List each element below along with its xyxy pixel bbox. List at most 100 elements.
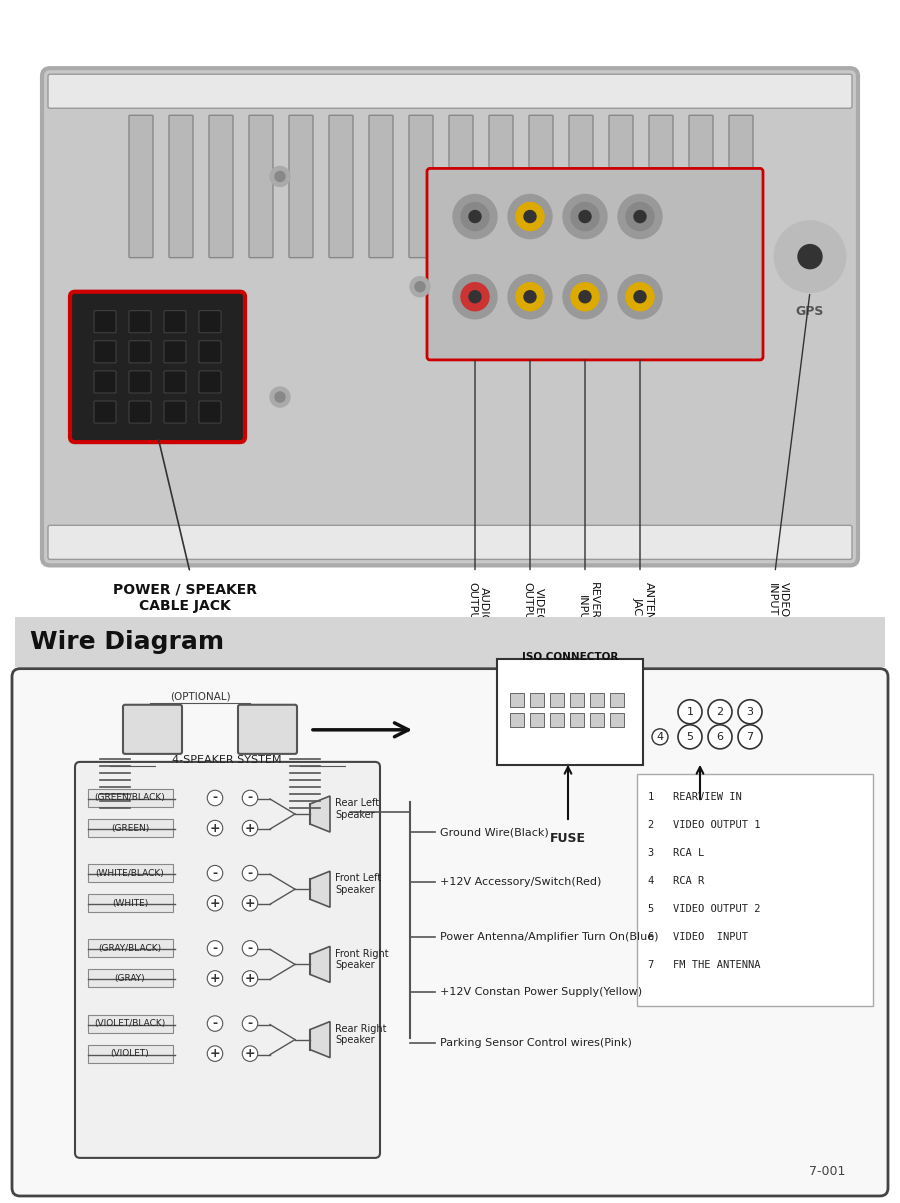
Text: 3   RCA L: 3 RCA L <box>648 848 704 858</box>
FancyBboxPatch shape <box>610 693 624 706</box>
FancyBboxPatch shape <box>199 310 221 333</box>
Text: 4: 4 <box>656 731 663 742</box>
FancyBboxPatch shape <box>249 115 273 257</box>
Text: 5   VIDEO OUTPUT 2: 5 VIDEO OUTPUT 2 <box>648 905 760 914</box>
Circle shape <box>453 195 497 238</box>
FancyBboxPatch shape <box>510 712 524 727</box>
Text: AUDIO
OUTPUT: AUDIO OUTPUT <box>467 582 489 628</box>
Text: (WHITE/BLACK): (WHITE/BLACK) <box>95 869 165 878</box>
Circle shape <box>634 291 646 303</box>
Text: +: + <box>210 896 220 909</box>
FancyBboxPatch shape <box>164 371 186 393</box>
Text: VIDEO
OUTPUT: VIDEO OUTPUT <box>522 582 544 628</box>
Text: +: + <box>245 972 256 985</box>
Circle shape <box>275 392 285 402</box>
FancyBboxPatch shape <box>199 371 221 393</box>
FancyBboxPatch shape <box>369 115 393 257</box>
Text: Power Antenna/Amplifier Turn On(Blue): Power Antenna/Amplifier Turn On(Blue) <box>440 932 659 942</box>
Text: 7: 7 <box>746 731 753 742</box>
Text: (OPTIONAL): (OPTIONAL) <box>170 692 230 701</box>
Circle shape <box>508 274 552 319</box>
Polygon shape <box>310 796 330 832</box>
FancyBboxPatch shape <box>88 789 173 807</box>
Circle shape <box>618 274 662 319</box>
Text: (GRAY): (GRAY) <box>114 974 145 983</box>
Circle shape <box>579 291 591 303</box>
FancyBboxPatch shape <box>530 693 544 706</box>
Text: +: + <box>245 896 256 909</box>
FancyBboxPatch shape <box>530 712 544 727</box>
Text: +: + <box>245 1047 256 1060</box>
FancyBboxPatch shape <box>123 705 182 754</box>
FancyBboxPatch shape <box>649 115 673 257</box>
Circle shape <box>708 700 732 724</box>
Text: -: - <box>212 792 218 805</box>
Circle shape <box>738 724 762 748</box>
FancyBboxPatch shape <box>88 894 173 912</box>
FancyBboxPatch shape <box>75 761 380 1157</box>
Circle shape <box>516 283 544 310</box>
FancyBboxPatch shape <box>609 115 633 257</box>
Text: Parking Sensor Control wires(Pink): Parking Sensor Control wires(Pink) <box>440 1038 632 1048</box>
Text: +12V Accessory/Switch(Red): +12V Accessory/Switch(Red) <box>440 877 601 887</box>
Circle shape <box>579 211 591 223</box>
FancyBboxPatch shape <box>209 115 233 257</box>
FancyBboxPatch shape <box>88 970 173 988</box>
FancyBboxPatch shape <box>590 712 604 727</box>
FancyBboxPatch shape <box>12 669 888 1196</box>
Text: Front Right
Speaker: Front Right Speaker <box>335 949 389 970</box>
Text: 1: 1 <box>687 707 694 717</box>
Text: -: - <box>248 792 253 805</box>
FancyBboxPatch shape <box>94 401 116 423</box>
FancyBboxPatch shape <box>570 693 584 706</box>
Text: Rear Right
Speaker: Rear Right Speaker <box>335 1024 386 1045</box>
FancyBboxPatch shape <box>88 940 173 958</box>
Circle shape <box>626 202 654 231</box>
Circle shape <box>508 195 552 238</box>
FancyBboxPatch shape <box>129 401 151 423</box>
Text: 5: 5 <box>687 731 694 742</box>
FancyBboxPatch shape <box>164 310 186 333</box>
FancyBboxPatch shape <box>48 75 852 108</box>
Polygon shape <box>310 1021 330 1057</box>
FancyBboxPatch shape <box>570 712 584 727</box>
Polygon shape <box>310 871 330 907</box>
FancyBboxPatch shape <box>88 864 173 882</box>
Circle shape <box>275 171 285 182</box>
Text: ISO CONNECTOR: ISO CONNECTOR <box>522 652 618 662</box>
Text: (VIOLET): (VIOLET) <box>111 1049 149 1059</box>
Text: (GREEN): (GREEN) <box>111 824 149 832</box>
Text: +: + <box>210 1047 220 1060</box>
Text: +: + <box>245 822 256 835</box>
Text: VIDEO
INPUT: VIDEO INPUT <box>767 582 788 617</box>
Text: (GREEN/BLACK): (GREEN/BLACK) <box>94 794 166 802</box>
FancyBboxPatch shape <box>449 115 473 257</box>
FancyBboxPatch shape <box>289 115 313 257</box>
Text: (WHITE): (WHITE) <box>112 899 148 908</box>
FancyBboxPatch shape <box>88 819 173 837</box>
Text: 2: 2 <box>716 707 724 717</box>
Circle shape <box>618 195 662 238</box>
Text: Wire Diagram: Wire Diagram <box>30 629 224 653</box>
Circle shape <box>270 387 290 407</box>
Text: 4   RCA R: 4 RCA R <box>648 876 704 887</box>
Text: +12V Constan Power Supply(Yellow): +12V Constan Power Supply(Yellow) <box>440 988 642 997</box>
Circle shape <box>461 283 489 310</box>
FancyBboxPatch shape <box>169 115 193 257</box>
FancyBboxPatch shape <box>238 705 297 754</box>
FancyBboxPatch shape <box>48 526 852 559</box>
Circle shape <box>415 282 425 291</box>
Circle shape <box>469 211 481 223</box>
Circle shape <box>775 221 845 291</box>
FancyBboxPatch shape <box>329 115 353 257</box>
Text: 6: 6 <box>716 731 724 742</box>
FancyBboxPatch shape <box>199 401 221 423</box>
Circle shape <box>798 244 822 268</box>
Circle shape <box>453 274 497 319</box>
FancyBboxPatch shape <box>94 371 116 393</box>
FancyBboxPatch shape <box>15 616 885 666</box>
FancyBboxPatch shape <box>88 1014 173 1032</box>
FancyBboxPatch shape <box>94 340 116 363</box>
Text: (GRAY/BLACK): (GRAY/BLACK) <box>98 944 162 953</box>
Circle shape <box>708 724 732 748</box>
